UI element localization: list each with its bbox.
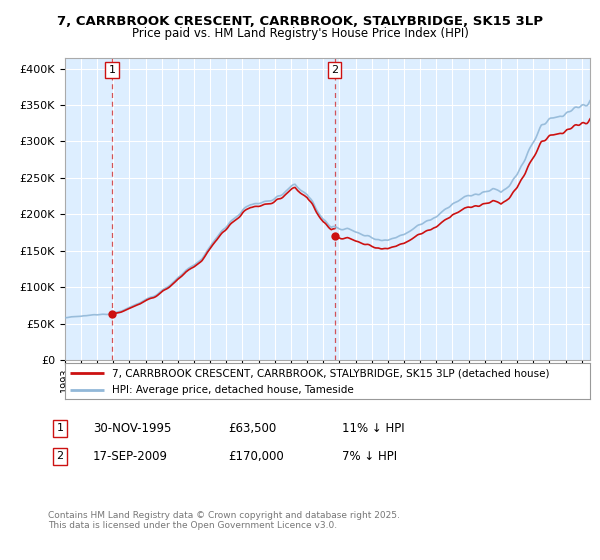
Text: 17-SEP-2009: 17-SEP-2009 <box>93 450 168 463</box>
Text: Contains HM Land Registry data © Crown copyright and database right 2025.
This d: Contains HM Land Registry data © Crown c… <box>48 511 400 530</box>
Text: 1: 1 <box>109 65 115 75</box>
Text: 11% ↓ HPI: 11% ↓ HPI <box>342 422 404 435</box>
Text: £170,000: £170,000 <box>228 450 284 463</box>
Text: 7, CARRBROOK CRESCENT, CARRBROOK, STALYBRIDGE, SK15 3LP (detached house): 7, CARRBROOK CRESCENT, CARRBROOK, STALYB… <box>112 368 550 378</box>
Text: HPI: Average price, detached house, Tameside: HPI: Average price, detached house, Tame… <box>112 385 354 395</box>
Text: 7% ↓ HPI: 7% ↓ HPI <box>342 450 397 463</box>
Text: £63,500: £63,500 <box>228 422 276 435</box>
Text: 7, CARRBROOK CRESCENT, CARRBROOK, STALYBRIDGE, SK15 3LP: 7, CARRBROOK CRESCENT, CARRBROOK, STALYB… <box>57 15 543 28</box>
Text: 2: 2 <box>331 65 338 75</box>
Text: 1: 1 <box>56 423 64 433</box>
Text: 2: 2 <box>56 451 64 461</box>
Text: 30-NOV-1995: 30-NOV-1995 <box>93 422 172 435</box>
Text: Price paid vs. HM Land Registry's House Price Index (HPI): Price paid vs. HM Land Registry's House … <box>131 27 469 40</box>
